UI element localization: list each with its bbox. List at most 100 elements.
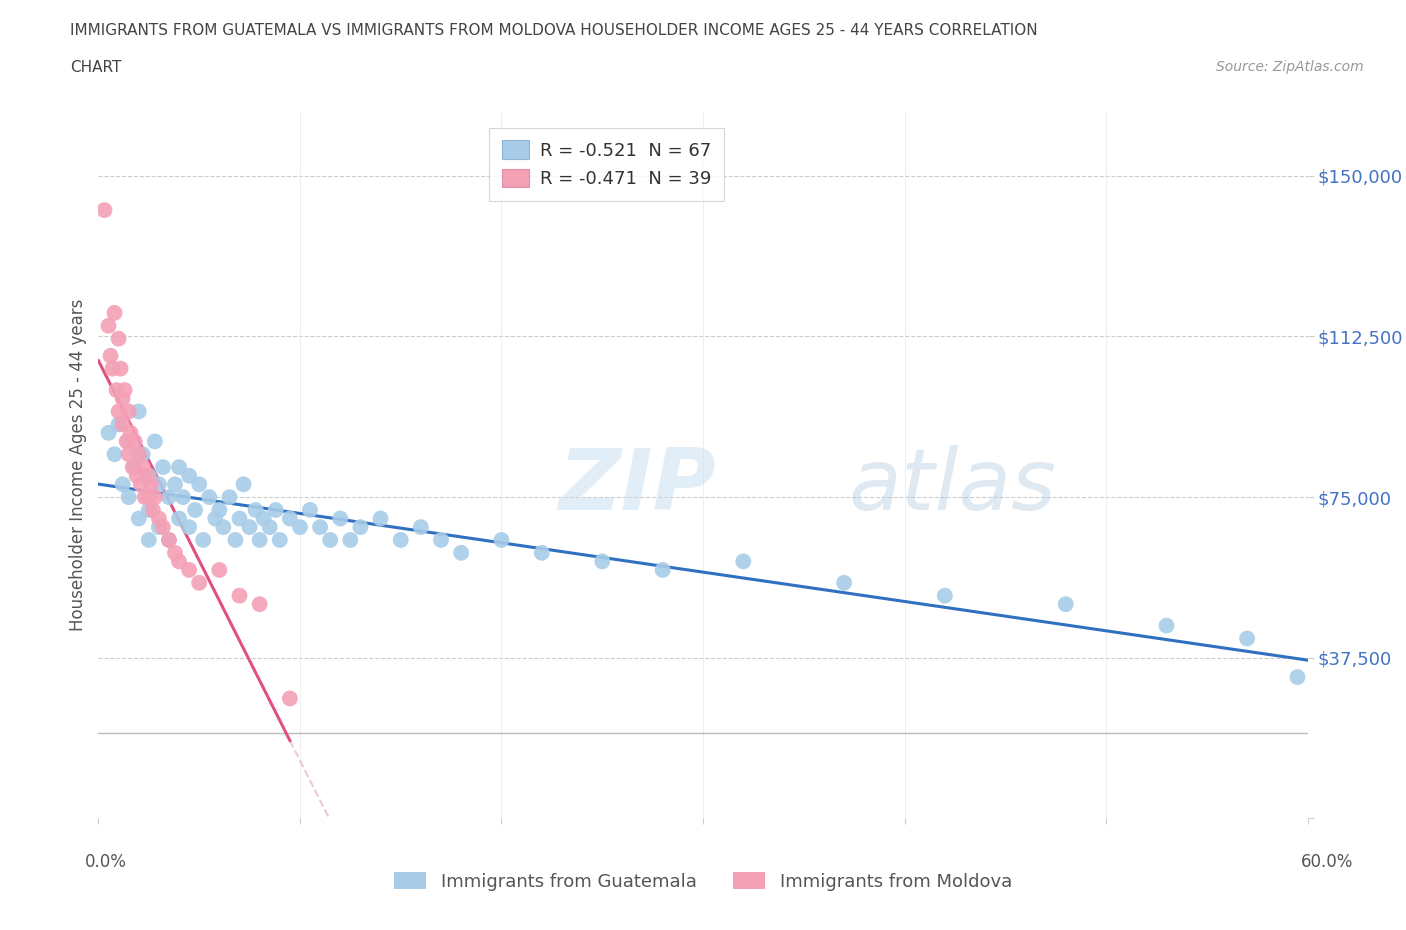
Point	[124, 459, 146, 474]
Point	[163, 477, 186, 492]
Point	[212, 520, 235, 535]
Point	[179, 469, 201, 484]
Text: Source: ZipAtlas.com: Source: ZipAtlas.com	[1216, 60, 1364, 74]
Point	[245, 502, 267, 517]
Point	[530, 545, 553, 560]
Point	[152, 520, 174, 535]
Text: IMMIGRANTS FROM GUATEMALA VS IMMIGRANTS FROM MOLDOVA HOUSEHOLDER INCOME AGES 25 : IMMIGRANTS FROM GUATEMALA VS IMMIGRANTS …	[70, 23, 1038, 38]
Point	[118, 404, 141, 418]
Point	[224, 533, 246, 548]
Point	[115, 434, 138, 449]
Point	[491, 533, 513, 548]
Point	[1054, 597, 1077, 612]
Point	[198, 490, 221, 505]
Point	[232, 477, 254, 492]
Point	[132, 446, 155, 461]
Point	[184, 502, 207, 517]
Point	[239, 520, 262, 535]
Point	[125, 469, 148, 484]
Point	[138, 502, 160, 517]
Point	[253, 512, 276, 526]
Point	[278, 691, 301, 706]
Point	[97, 425, 120, 440]
Point	[172, 490, 194, 505]
Point	[299, 502, 322, 517]
Point	[129, 477, 152, 492]
Point	[249, 533, 271, 548]
Point	[148, 477, 170, 492]
Point	[103, 305, 125, 320]
Point	[329, 512, 352, 526]
Point	[100, 349, 122, 364]
Point	[228, 588, 250, 603]
Point	[138, 533, 160, 548]
Text: ZIP: ZIP	[558, 445, 716, 527]
Point	[208, 563, 231, 578]
Point	[450, 545, 472, 560]
Point	[110, 361, 132, 376]
Point	[733, 554, 755, 569]
Point	[269, 533, 291, 548]
Point	[118, 434, 141, 449]
Point	[120, 425, 142, 440]
Point	[105, 382, 128, 397]
Point	[128, 404, 150, 418]
Text: 0.0%: 0.0%	[84, 853, 127, 870]
Text: CHART: CHART	[70, 60, 122, 75]
Point	[148, 520, 170, 535]
Point	[1286, 670, 1309, 684]
Point	[139, 477, 162, 492]
Point	[118, 490, 141, 505]
Point	[319, 533, 342, 548]
Point	[97, 318, 120, 333]
Point	[118, 446, 141, 461]
Point	[259, 520, 281, 535]
Point	[309, 520, 332, 535]
Point	[128, 512, 150, 526]
Point	[591, 554, 613, 569]
Point	[111, 477, 134, 492]
Point	[188, 477, 211, 492]
Point	[121, 459, 143, 474]
Point	[111, 417, 134, 432]
Point	[832, 576, 855, 591]
Point	[934, 588, 956, 603]
Point	[138, 490, 160, 505]
Point	[1156, 618, 1178, 633]
Y-axis label: Householder Income Ages 25 - 44 years: Householder Income Ages 25 - 44 years	[69, 299, 87, 631]
Point	[132, 459, 155, 474]
Point	[107, 331, 129, 346]
Point	[101, 361, 124, 376]
Point	[107, 404, 129, 418]
Point	[138, 469, 160, 484]
Point	[409, 520, 432, 535]
Point	[142, 502, 165, 517]
Point	[389, 533, 412, 548]
Point	[167, 554, 190, 569]
Point	[193, 533, 215, 548]
Legend: R = -0.521  N = 67, R = -0.471  N = 39: R = -0.521 N = 67, R = -0.471 N = 39	[489, 127, 724, 201]
Text: atlas: atlas	[848, 445, 1056, 527]
Point	[103, 446, 125, 461]
Point	[167, 459, 190, 474]
Point	[148, 512, 170, 526]
Point	[204, 512, 226, 526]
Point	[163, 545, 186, 560]
Point	[288, 520, 311, 535]
Point	[124, 434, 146, 449]
Text: 60.0%: 60.0%	[1301, 853, 1354, 870]
Point	[179, 563, 201, 578]
Point	[152, 459, 174, 474]
Point	[135, 469, 157, 484]
Point	[179, 520, 201, 535]
Point	[93, 203, 115, 218]
Point	[370, 512, 392, 526]
Point	[134, 490, 156, 505]
Point	[1236, 631, 1258, 646]
Point	[143, 490, 166, 505]
Point	[264, 502, 287, 517]
Legend: Immigrants from Guatemala, Immigrants from Moldova: Immigrants from Guatemala, Immigrants fr…	[387, 865, 1019, 897]
Point	[107, 417, 129, 432]
Point	[249, 597, 271, 612]
Point	[157, 533, 180, 548]
